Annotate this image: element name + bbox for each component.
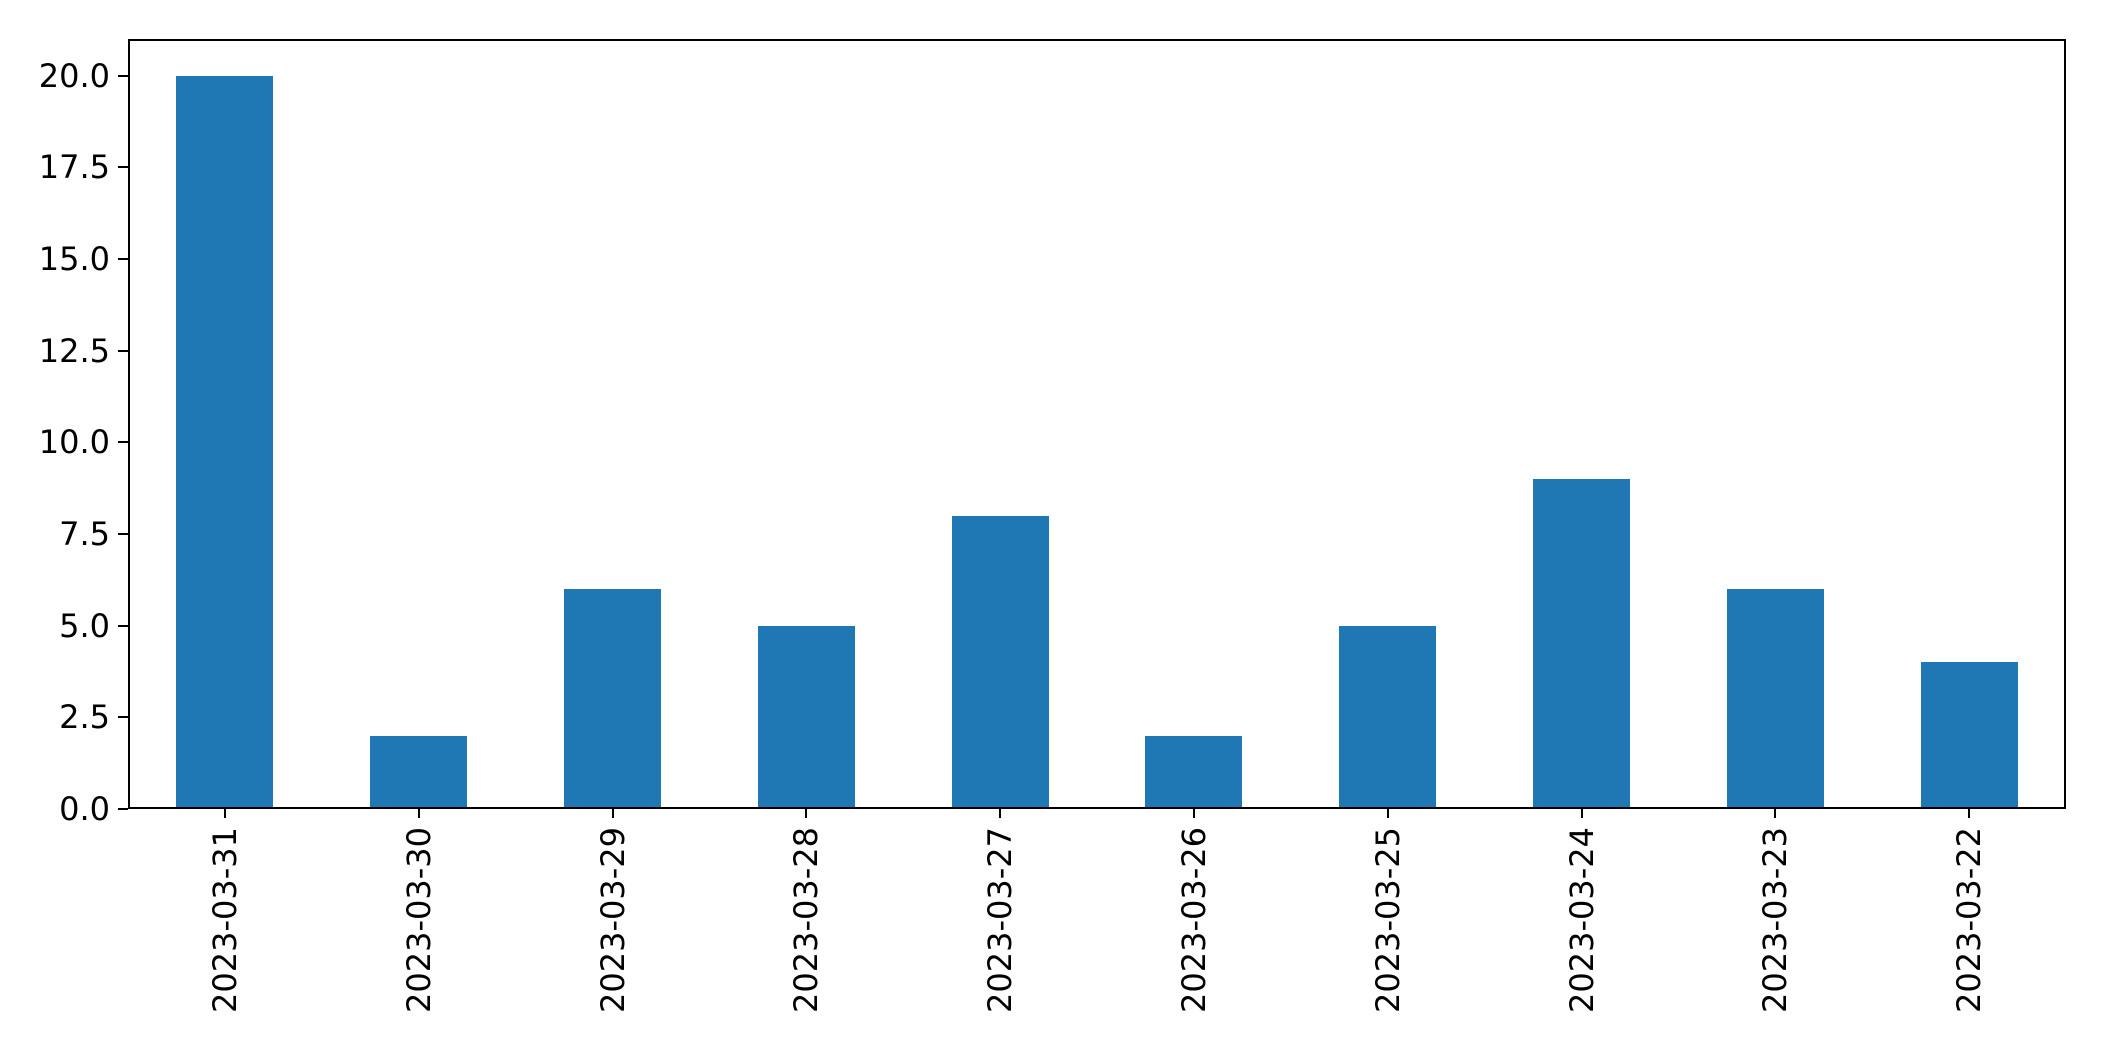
x-tick-mark (1968, 809, 1971, 818)
x-tick-label: 2023-03-22 (1950, 827, 1989, 1013)
y-tick-mark (118, 624, 128, 627)
y-tick-label: 0.0 (59, 790, 110, 828)
bar-2023-03-23 (1726, 589, 1824, 809)
x-tick-mark (1774, 809, 1777, 818)
y-tick-label: 2.5 (59, 698, 110, 737)
y-tick-label: 10.0 (38, 423, 110, 462)
x-tick-label: 2023-03-25 (1368, 827, 1407, 1013)
bar-2023-03-31 (176, 75, 274, 809)
y-tick-label: 17.5 (38, 148, 110, 187)
y-tick-mark (118, 533, 128, 535)
x-tick-label: 2023-03-31 (205, 827, 244, 1013)
bar-2023-03-29 (564, 589, 661, 809)
y-tick-mark (118, 349, 128, 352)
x-tick-mark (223, 809, 226, 818)
bar-2023-03-25 (1339, 625, 1437, 809)
x-tick-mark (1580, 809, 1583, 818)
x-tick-mark (1386, 809, 1389, 818)
y-tick-mark (118, 441, 128, 444)
bar-2023-03-27 (951, 515, 1049, 809)
y-tick-label: 15.0 (38, 240, 110, 278)
y-tick-label: 20.0 (38, 56, 110, 95)
y-tick-label: 12.5 (38, 331, 110, 370)
y-tick-mark (118, 808, 128, 810)
y-tick-mark (118, 74, 128, 77)
x-tick-label: 2023-03-24 (1562, 827, 1601, 1013)
y-tick-mark (118, 258, 128, 260)
bar-2023-03-22 (1920, 662, 2018, 809)
bar-2023-03-26 (1145, 735, 1243, 809)
bar-2023-03-30 (370, 735, 468, 809)
x-tick-label: 2023-03-30 (399, 827, 438, 1013)
y-tick-mark (118, 166, 128, 169)
x-tick-label: 2023-03-26 (1174, 827, 1213, 1013)
x-tick-mark (805, 809, 808, 818)
bar-2023-03-24 (1533, 479, 1630, 809)
x-tick-label: 2023-03-23 (1756, 827, 1795, 1013)
y-tick-label: 5.0 (59, 606, 110, 645)
x-tick-mark (611, 809, 614, 818)
x-tick-label: 2023-03-28 (787, 827, 826, 1013)
x-tick-label: 2023-03-27 (981, 827, 1020, 1013)
bar-2023-03-28 (757, 625, 855, 809)
y-tick-label: 7.5 (59, 515, 110, 553)
x-tick-mark (417, 809, 420, 818)
y-tick-mark (118, 716, 128, 719)
x-tick-mark (1192, 809, 1195, 818)
x-tick-label: 2023-03-29 (593, 827, 632, 1013)
x-tick-mark (999, 809, 1002, 818)
